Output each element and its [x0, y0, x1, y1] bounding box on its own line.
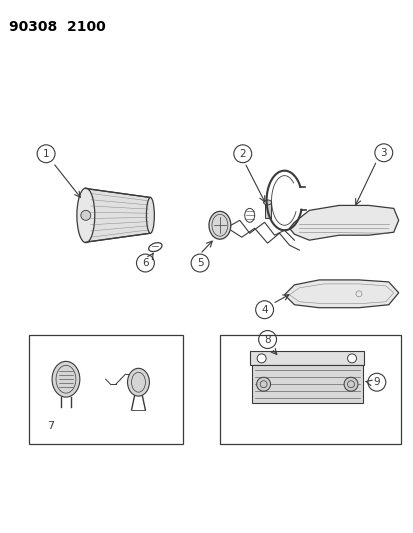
Circle shape [347, 354, 356, 363]
Text: 2: 2 [239, 149, 245, 159]
Circle shape [256, 354, 266, 363]
Circle shape [81, 211, 90, 220]
Bar [249, 351, 363, 365]
Text: 1: 1 [43, 149, 49, 159]
Ellipse shape [127, 368, 149, 396]
Ellipse shape [209, 212, 230, 239]
Text: 6: 6 [142, 258, 148, 268]
Bar [219, 335, 400, 444]
Text: 8: 8 [263, 335, 270, 344]
Ellipse shape [77, 188, 95, 243]
Polygon shape [284, 280, 398, 308]
Circle shape [343, 377, 357, 391]
Text: 3: 3 [380, 148, 386, 158]
Text: 7: 7 [47, 421, 55, 431]
Ellipse shape [263, 200, 271, 205]
Bar [251, 365, 362, 403]
Bar [29, 335, 183, 444]
Text: 9: 9 [373, 377, 379, 387]
Polygon shape [85, 189, 150, 242]
Ellipse shape [52, 361, 80, 397]
Polygon shape [289, 205, 398, 240]
Bar [264, 203, 270, 219]
Ellipse shape [146, 197, 154, 233]
Text: 90308  2100: 90308 2100 [9, 20, 106, 34]
Text: 5: 5 [196, 258, 203, 268]
Circle shape [256, 377, 270, 391]
Text: 4: 4 [261, 305, 267, 314]
